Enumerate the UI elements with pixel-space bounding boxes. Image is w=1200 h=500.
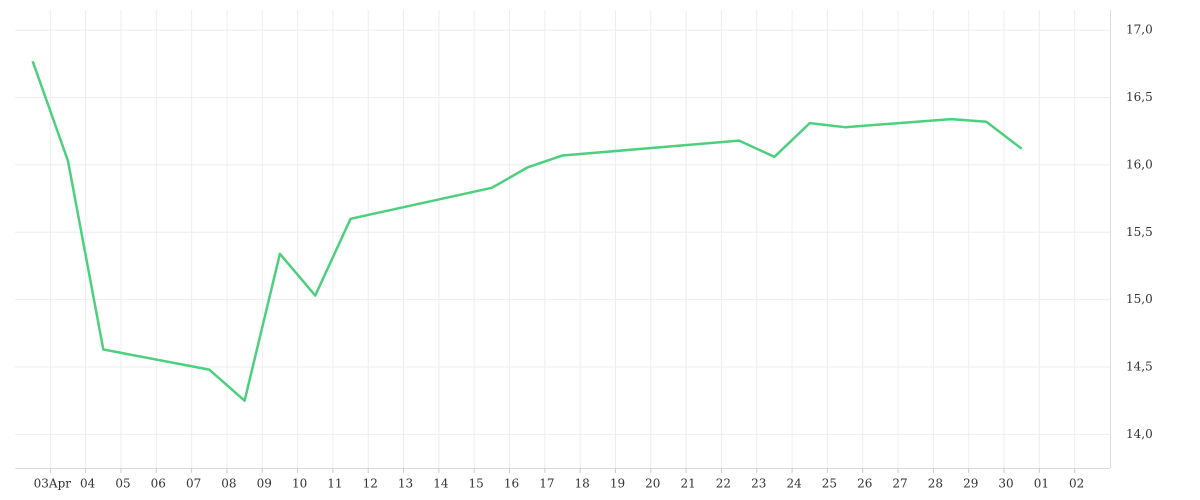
y-tick-label: 15,5 — [1126, 225, 1153, 239]
x-tick-label: 07 — [186, 477, 201, 491]
x-tick-label: 18 — [575, 477, 590, 491]
x-tick-label: 14 — [433, 477, 449, 491]
x-tick-label: 27 — [892, 477, 907, 491]
x-tick-label: 10 — [292, 477, 307, 491]
x-tick-label: 13 — [398, 477, 413, 491]
y-tick-label: 16,5 — [1126, 90, 1153, 104]
x-tick-label: 06 — [151, 477, 166, 491]
x-tick-label: 30 — [998, 477, 1013, 491]
y-tick-label: 14,0 — [1126, 427, 1153, 441]
x-tick-label: 04 — [80, 477, 96, 491]
y-tick-label: 15,0 — [1126, 292, 1153, 306]
x-tick-label: 22 — [716, 477, 731, 491]
x-tick-label: 29 — [963, 477, 978, 491]
x-tick-label: 16 — [504, 477, 519, 491]
x-tick-label: 15 — [469, 477, 484, 491]
y-tick-label: 14,5 — [1126, 359, 1153, 373]
x-tick-label: 19 — [610, 477, 625, 491]
x-tick-label: 11 — [327, 477, 342, 491]
x-tick-label: 26 — [857, 477, 872, 491]
x-tick-label: 02 — [1069, 477, 1084, 491]
x-tick-label: 08 — [221, 477, 236, 491]
data-line — [31, 60, 1023, 402]
x-tick-label: 09 — [257, 477, 272, 491]
y-tick-label: 17,0 — [1126, 23, 1153, 37]
x-tick-label: 24 — [786, 477, 802, 491]
x-tick-label: 01 — [1034, 477, 1049, 491]
x-tick-label: 23 — [751, 477, 766, 491]
x-tick-label: 25 — [822, 477, 837, 491]
x-tick-label: 21 — [680, 477, 695, 491]
x-tick-label: 12 — [363, 477, 378, 491]
x-tick-label: 28 — [928, 477, 943, 491]
x-tick-label: 03Apr — [34, 477, 72, 491]
y-tick-label: 16,0 — [1126, 157, 1153, 171]
x-tick-label: 05 — [115, 477, 130, 491]
x-tick-label: 20 — [645, 477, 660, 491]
x-tick-label: 17 — [539, 477, 554, 491]
